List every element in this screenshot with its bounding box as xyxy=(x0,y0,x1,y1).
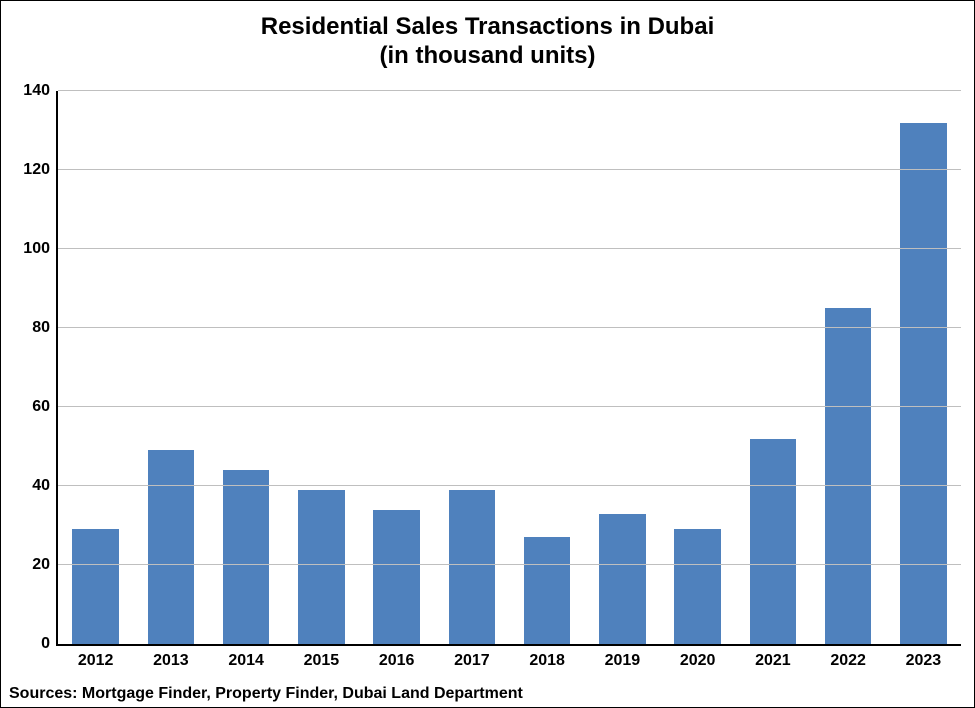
bar xyxy=(524,537,571,644)
bar xyxy=(599,514,646,644)
plot-area: 2012201320142015201620172018201920202021… xyxy=(56,91,961,646)
bar-slot: 2021 xyxy=(735,91,810,644)
gridline xyxy=(58,169,961,170)
ytick-label: 20 xyxy=(32,556,58,574)
gridline xyxy=(58,90,961,91)
gridline xyxy=(58,248,961,249)
bar-slot: 2022 xyxy=(811,91,886,644)
bar xyxy=(674,529,721,644)
bar-slot: 2019 xyxy=(585,91,660,644)
bar xyxy=(223,470,270,644)
source-note: Sources: Mortgage Finder, Property Finde… xyxy=(9,685,523,703)
gridline xyxy=(58,485,961,486)
gridline xyxy=(58,327,961,328)
bar xyxy=(825,308,872,644)
ytick-label: 60 xyxy=(32,398,58,416)
xtick-label: 2019 xyxy=(605,644,641,670)
bar xyxy=(750,439,797,644)
ytick-label: 120 xyxy=(23,161,58,179)
bar xyxy=(72,529,119,644)
chart-title-line1: Residential Sales Transactions in Dubai xyxy=(1,13,974,42)
bar xyxy=(449,490,496,644)
bar-slot: 2020 xyxy=(660,91,735,644)
bar-slot: 2015 xyxy=(284,91,359,644)
gridline xyxy=(58,406,961,407)
xtick-label: 2015 xyxy=(304,644,340,670)
ytick-label: 0 xyxy=(41,635,58,653)
bar-slot: 2012 xyxy=(58,91,133,644)
bar xyxy=(298,490,345,644)
xtick-label: 2017 xyxy=(454,644,490,670)
xtick-label: 2018 xyxy=(529,644,565,670)
xtick-label: 2012 xyxy=(78,644,114,670)
chart-title: Residential Sales Transactions in Dubai … xyxy=(1,13,974,71)
chart-title-line2: (in thousand units) xyxy=(1,42,974,71)
bars-group: 2012201320142015201620172018201920202021… xyxy=(58,91,961,644)
chart-container: Residential Sales Transactions in Dubai … xyxy=(0,0,975,708)
xtick-label: 2014 xyxy=(228,644,264,670)
bar-slot: 2018 xyxy=(510,91,585,644)
xtick-label: 2020 xyxy=(680,644,716,670)
xtick-label: 2013 xyxy=(153,644,189,670)
bar xyxy=(373,510,420,644)
bar xyxy=(900,123,947,644)
bar-slot: 2014 xyxy=(209,91,284,644)
bar-slot: 2017 xyxy=(434,91,509,644)
bar-slot: 2016 xyxy=(359,91,434,644)
bar-slot: 2013 xyxy=(133,91,208,644)
xtick-label: 2021 xyxy=(755,644,791,670)
gridline xyxy=(58,564,961,565)
xtick-label: 2016 xyxy=(379,644,415,670)
xtick-label: 2023 xyxy=(906,644,942,670)
ytick-label: 140 xyxy=(23,82,58,100)
ytick-label: 80 xyxy=(32,319,58,337)
ytick-label: 100 xyxy=(23,240,58,258)
ytick-label: 40 xyxy=(32,477,58,495)
bar-slot: 2023 xyxy=(886,91,961,644)
xtick-label: 2022 xyxy=(830,644,866,670)
bar xyxy=(148,450,195,644)
